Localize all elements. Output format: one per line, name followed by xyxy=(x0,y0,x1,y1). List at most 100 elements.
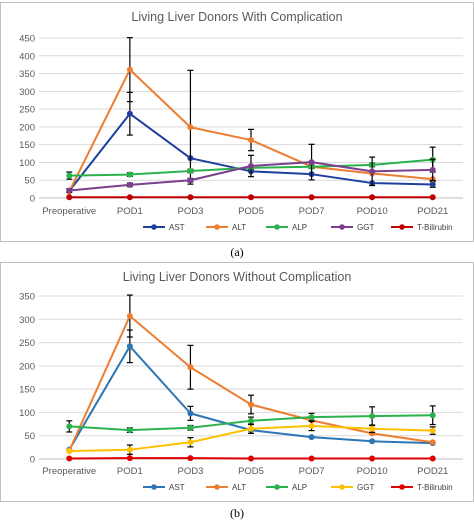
data-point xyxy=(369,168,376,175)
data-point xyxy=(248,401,254,408)
data-point xyxy=(126,343,133,350)
data-point xyxy=(187,410,194,417)
data-point xyxy=(187,455,194,462)
data-point xyxy=(187,194,194,201)
data-point xyxy=(126,313,133,320)
x-tick-label: POD1 xyxy=(117,206,143,217)
y-tick-label: 50 xyxy=(24,176,35,187)
y-tick-label: 100 xyxy=(19,158,35,169)
chart-title-a: Living Liver Donors With Complication xyxy=(131,10,343,24)
data-point xyxy=(187,124,194,131)
data-point xyxy=(429,427,436,434)
data-point xyxy=(187,364,194,371)
legend-marker xyxy=(399,484,405,490)
legend-label: GGT xyxy=(357,483,374,492)
caption-b: (b) xyxy=(230,506,244,520)
legend-marker xyxy=(274,224,280,230)
legend-label: T-Bilirubin xyxy=(417,483,453,492)
data-point xyxy=(187,177,194,184)
data-point xyxy=(126,66,133,73)
data-point xyxy=(369,413,376,420)
data-point xyxy=(187,424,194,431)
data-point xyxy=(248,194,254,201)
x-tick-label: POD10 xyxy=(357,206,388,217)
legend-label: ALP xyxy=(292,223,307,232)
data-point xyxy=(248,163,254,169)
y-tick-label: 0 xyxy=(30,194,35,205)
legend-label: GGT xyxy=(357,223,374,232)
data-point xyxy=(66,194,73,201)
data-point xyxy=(308,455,315,462)
x-tick-label: POD7 xyxy=(299,466,325,477)
data-point xyxy=(248,455,254,462)
legend-label: T-Bilirubin xyxy=(417,223,453,232)
legend-label: ALT xyxy=(232,223,246,232)
legend-marker xyxy=(214,484,220,490)
legend-label: ALT xyxy=(232,483,246,492)
x-tick-label: Preoperative xyxy=(42,206,96,217)
y-tick-label: 150 xyxy=(19,385,35,396)
y-tick-label: 250 xyxy=(19,105,35,116)
data-point xyxy=(66,423,73,430)
legend-label: AST xyxy=(169,223,185,232)
data-point xyxy=(429,181,436,188)
data-point xyxy=(126,181,133,188)
data-point xyxy=(369,438,376,445)
data-point xyxy=(126,455,133,462)
data-point xyxy=(248,417,254,424)
data-point xyxy=(429,412,436,419)
x-tick-label: POD21 xyxy=(417,206,448,217)
x-tick-label: Preoperative xyxy=(42,466,96,477)
data-point xyxy=(248,425,254,432)
legend-marker xyxy=(151,224,157,230)
data-point xyxy=(369,425,376,432)
data-point xyxy=(126,427,133,434)
y-tick-label: 0 xyxy=(30,455,35,466)
x-tick-label: POD10 xyxy=(357,466,388,477)
x-tick-label: POD7 xyxy=(299,206,325,217)
data-point xyxy=(187,167,194,174)
y-tick-label: 300 xyxy=(19,315,35,326)
y-tick-label: 50 xyxy=(24,431,35,442)
data-point xyxy=(126,446,133,453)
legend-marker xyxy=(339,224,345,230)
data-point xyxy=(429,166,436,173)
data-point xyxy=(66,448,73,455)
data-point xyxy=(429,455,436,462)
x-tick-label: POD21 xyxy=(417,466,448,477)
data-point xyxy=(126,194,133,201)
y-tick-label: 250 xyxy=(19,338,35,349)
x-tick-label: POD5 xyxy=(238,466,264,477)
data-point xyxy=(126,171,133,178)
data-point xyxy=(187,439,194,446)
chart-panel-b: Living Liver Donors Without Complication… xyxy=(0,262,474,502)
data-point xyxy=(429,194,436,201)
data-point xyxy=(126,110,133,117)
legend-label: AST xyxy=(169,483,185,492)
y-tick-label: 150 xyxy=(19,140,35,151)
data-point xyxy=(308,159,315,166)
y-tick-label: 200 xyxy=(19,361,35,372)
y-tick-label: 350 xyxy=(19,69,35,80)
x-tick-label: POD5 xyxy=(238,206,264,217)
caption-a: (a) xyxy=(230,245,244,259)
data-point xyxy=(369,194,376,201)
series-line-ast xyxy=(68,112,433,192)
data-point xyxy=(66,455,73,462)
data-point xyxy=(308,434,315,441)
legend-marker xyxy=(274,484,280,490)
data-point xyxy=(308,194,315,201)
y-tick-label: 200 xyxy=(19,122,35,133)
data-point xyxy=(308,422,315,429)
data-point xyxy=(429,439,436,446)
x-tick-label: POD1 xyxy=(117,466,143,477)
chart-b: 0 50 100 150 200 250 300 350 Preoperative POD1 POD… xyxy=(19,292,463,492)
y-tick-label: 450 xyxy=(19,34,35,45)
data-point xyxy=(66,172,73,179)
data-point xyxy=(308,414,315,421)
x-tick-label: POD3 xyxy=(177,466,203,477)
legend-marker xyxy=(214,224,220,230)
chart-a: 0 50 100 150 200 250 300 350 400 450 Preoperative P… xyxy=(19,34,463,232)
y-tick-label: 350 xyxy=(19,292,35,303)
y-tick-label: 100 xyxy=(19,408,35,419)
